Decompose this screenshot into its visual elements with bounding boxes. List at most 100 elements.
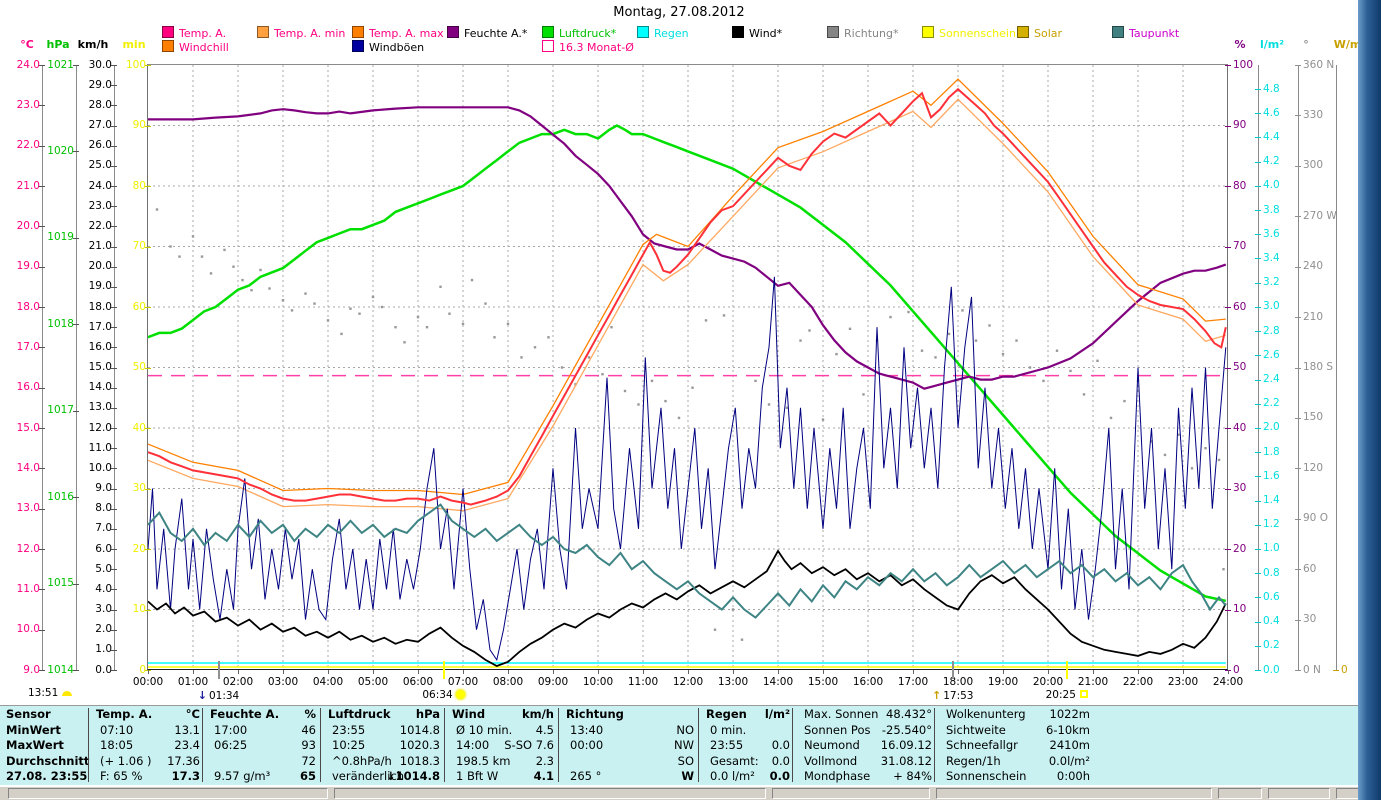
wind-direction-dot (326, 319, 330, 322)
axis-tick (39, 186, 45, 187)
axis-tick-label-kmh: 17.0 (88, 320, 112, 333)
axis-tick-label-kmh: 22.0 (88, 219, 112, 232)
summary-table: Sensor MinWert MaxWert Durchschnitt 27.08. 2… (0, 705, 1358, 785)
status-segment (334, 788, 766, 799)
table-cell: 23.4 (174, 738, 200, 752)
table-divider (792, 708, 793, 782)
legend-item-luftdruck: Luftdruck* (542, 26, 616, 40)
axis-tick (1225, 246, 1231, 248)
axis-tick-label-min: 100 (125, 58, 146, 71)
axis-tick (39, 347, 45, 349)
axis-line-lm2 (1258, 65, 1259, 671)
wind-direction-dot (506, 322, 510, 325)
axis-tick (145, 307, 151, 308)
legend-label-monat-avg: 16.3 Monat-Ø (559, 41, 634, 54)
axis-unit-hPa: hPa (46, 38, 70, 51)
wind-direction-dot (191, 235, 195, 238)
legend-swatch-monat-avg (542, 40, 554, 52)
marker-moon-set-arrow: ↓ 01:34 (197, 689, 240, 702)
axis-tick-label-deg: 300 (1303, 159, 1324, 172)
wind-direction-dot (799, 339, 802, 342)
axis-tick-label-hPa: 1021 (47, 58, 74, 71)
wind-direction-dot (403, 341, 406, 344)
table-cell: W (681, 769, 694, 783)
table-cell: Feuchte A. (210, 707, 280, 721)
wind-direction-dot (169, 245, 172, 248)
wind-direction-dot (200, 255, 204, 258)
wind-direction-dot (416, 315, 420, 319)
x-axis-tick (553, 670, 554, 674)
axis-tick-label-lm2: 0.4 (1263, 615, 1280, 628)
axis-tick (1295, 569, 1301, 571)
series-Taupunkt (148, 503, 1227, 619)
marker-tick (951, 661, 954, 679)
table-cell: 17:00 (214, 722, 248, 737)
axis-tick (111, 569, 117, 571)
marker-sun-square: 20:25 (1031, 689, 1103, 701)
table-cell: 23:55 (332, 722, 366, 737)
axis-tick-label-lm2: 4.8 (1263, 82, 1280, 95)
axis-tick-label-kmh: 8.0 (95, 502, 112, 515)
axis-tick (1255, 548, 1261, 550)
axis-tick-label-pct: 80 (1233, 179, 1247, 192)
axis-tick-label-kmh: 13.0 (88, 401, 112, 414)
wind-direction-dot (1109, 416, 1113, 420)
axis-tick-label-lm2: 3.6 (1263, 227, 1280, 240)
wind-direction-dot (484, 302, 487, 305)
axis-tick (1255, 476, 1261, 478)
wind-direction-dot (1222, 568, 1225, 571)
table-divider (558, 708, 559, 782)
axis-tick (111, 609, 117, 611)
axis-tick (145, 65, 151, 66)
legend-swatch-sonnenschein (922, 26, 934, 38)
wind-direction-dot (650, 379, 654, 383)
table-cell: + 84% (893, 769, 932, 783)
axis-tick-label-min: 0 (139, 663, 146, 676)
table-cell: 2410m (1049, 738, 1090, 752)
table-cell: 23:55 (710, 738, 744, 752)
axis-tick-label-kmh: 3.0 (95, 603, 112, 615)
axis-tick (1255, 185, 1261, 187)
axis-tick-label-lm2: 4.4 (1263, 130, 1280, 143)
axis-tick (1255, 645, 1261, 647)
legend-swatch-windboeen (352, 40, 364, 52)
axis-tick-label-lm2: 3.2 (1263, 276, 1280, 289)
axis-tick (111, 206, 117, 208)
table-cell: 06:25 (214, 738, 248, 752)
x-axis-tick (1093, 670, 1094, 674)
axis-tick (145, 246, 151, 248)
axis-tick (111, 670, 117, 671)
axis-tick-label-deg: 180 S (1303, 361, 1334, 373)
x-axis-label: 14:00 (762, 676, 794, 688)
table-cell: 1020.3 (399, 738, 440, 752)
axis-tick-label-pct: 100 (1233, 58, 1254, 71)
x-axis-tick (1228, 670, 1229, 674)
axis-tick-label-degC: 20.0 (16, 219, 40, 232)
axis-tick-label-pct: 0 (1233, 663, 1240, 676)
legend-label-temp-a: Temp. A. (179, 27, 227, 40)
axis-tick (1225, 609, 1231, 611)
marker-tick (442, 661, 445, 679)
axis-tick-label-deg: 360 N (1303, 58, 1335, 71)
wind-direction-dot (1055, 349, 1059, 352)
axis-tick-label-kmh: 1.0 (95, 643, 112, 656)
x-axis-tick (418, 670, 419, 674)
table-cell: 31.08.12 (880, 753, 932, 768)
legend-label-windboeen: Windböen (369, 41, 425, 54)
axis-unit-degC: °C (20, 38, 34, 51)
axis-tick-label-kmh: 27.0 (88, 119, 112, 131)
axis-tick-label-lm2: 2.8 (1263, 324, 1280, 337)
legend-item-regen: Regen (637, 26, 689, 40)
axis-tick-label-kmh: 2.0 (95, 623, 112, 636)
x-axis-label: 02:00 (222, 676, 254, 688)
x-axis-label: 16:00 (852, 676, 884, 688)
legend-item-taupunkt: Taupunkt (1112, 26, 1179, 40)
axis-tick (1255, 258, 1261, 260)
wind-direction-dot (664, 399, 667, 403)
axis-tick-label-pct: 30 (1233, 482, 1247, 494)
axis-tick (39, 508, 45, 510)
axis-tick-label-kmh: 16.0 (88, 340, 112, 353)
table-cell: Wind (452, 707, 486, 721)
table-cell: -25.540° (881, 722, 932, 737)
wind-direction-dot (349, 307, 352, 310)
